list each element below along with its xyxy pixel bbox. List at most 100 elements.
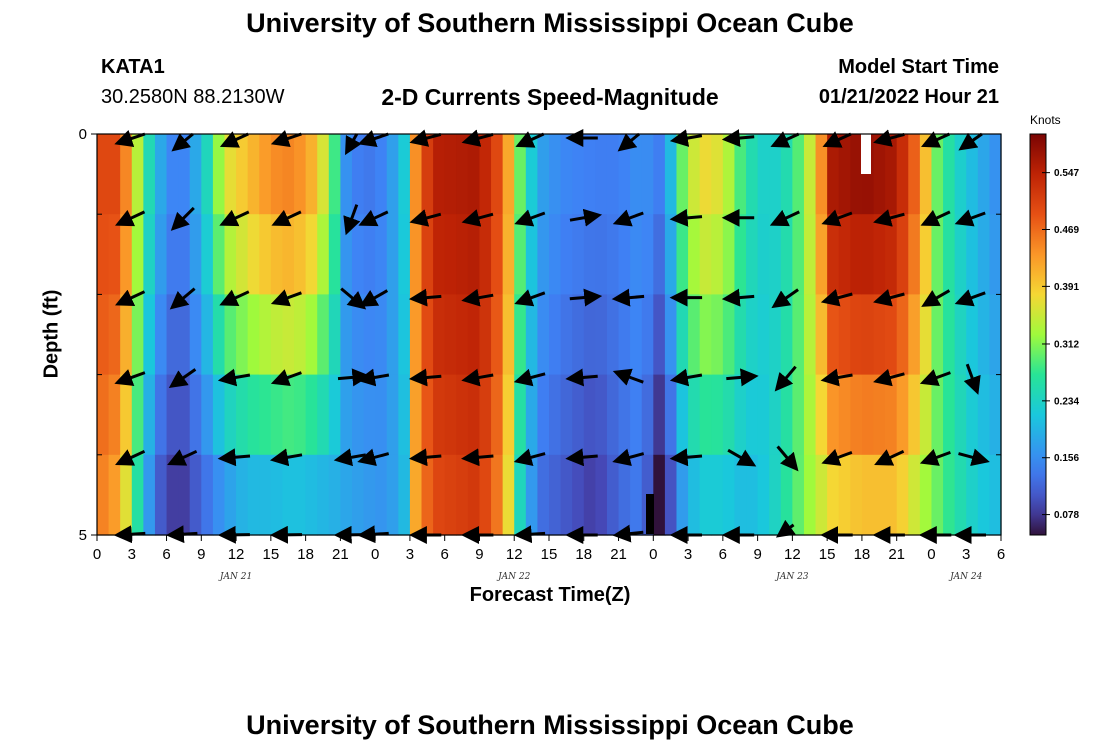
heatmap-cell <box>294 134 307 215</box>
heatmap-cell <box>467 134 481 215</box>
heatmap-cell <box>618 374 631 456</box>
current-vector-arrow <box>669 129 703 147</box>
x-tick-label: 12 <box>228 546 245 563</box>
heatmap-cell <box>769 454 782 536</box>
heatmap-cell <box>757 374 770 456</box>
x-tick-label: 0 <box>371 546 379 563</box>
current-vector-arrow <box>409 209 442 227</box>
heatmap-cell <box>827 374 840 456</box>
heatmap-cell <box>954 374 967 456</box>
y-tick-label: 0 <box>79 126 87 143</box>
heatmap-cell <box>630 134 643 215</box>
heatmap-cell <box>491 454 504 536</box>
heatmap-cell <box>815 214 828 295</box>
x-tick-label: 12 <box>784 546 801 563</box>
heatmap-cell <box>154 134 168 215</box>
heatmap-cell <box>977 454 991 536</box>
heatmap-cell <box>780 214 793 295</box>
heatmap-cell <box>861 214 875 295</box>
heatmap-cell <box>792 454 805 536</box>
heatmap-cell <box>282 134 295 215</box>
heatmap-cell <box>236 374 249 456</box>
current-vector-arrow <box>408 288 442 307</box>
heatmap-cell <box>653 294 666 376</box>
heatmap-cell <box>977 294 991 376</box>
heatmap-cell <box>224 294 237 376</box>
heatmap-cell <box>943 294 956 376</box>
heatmap-cell <box>409 454 423 536</box>
heatmap-cell <box>143 374 156 456</box>
heatmap-cell <box>328 134 341 215</box>
current-vector-arrow <box>727 448 757 467</box>
current-vector-arrow <box>115 449 146 466</box>
current-vector-arrow <box>270 289 302 307</box>
heatmap-cell <box>305 374 318 456</box>
heatmap-cell <box>780 454 793 536</box>
heatmap-cell <box>688 454 701 536</box>
heatmap-cell <box>120 214 133 295</box>
current-vector-arrow <box>963 363 981 395</box>
current-vector-arrow <box>514 209 546 227</box>
heatmap-cell <box>873 214 886 295</box>
heatmap-cell <box>467 454 481 536</box>
current-vector-arrow <box>167 449 198 466</box>
current-vector-arrow <box>774 365 797 392</box>
heatmap-cell <box>792 134 805 215</box>
current-vector-arrow <box>822 131 852 148</box>
heatmap-cell <box>491 214 504 295</box>
heatmap-cell <box>560 454 573 536</box>
heatmap-cell <box>803 374 817 456</box>
current-vector-arrow <box>514 289 546 307</box>
current-vector-arrow <box>217 448 251 467</box>
heatmap-cell <box>201 374 214 456</box>
heatmap-cell <box>444 454 457 536</box>
heatmap-cell <box>560 294 573 376</box>
current-vector-arrow <box>270 129 302 148</box>
heatmap-cell <box>433 214 446 295</box>
heatmap-cell <box>966 454 979 536</box>
heatmap-cell <box>270 214 284 295</box>
heatmap-cell <box>340 454 353 536</box>
current-vector-arrow <box>343 204 361 236</box>
heatmap-cell <box>606 134 620 215</box>
heatmap-cell <box>572 374 585 456</box>
heatmap-cell <box>850 374 863 456</box>
heatmap-cell <box>885 374 898 456</box>
heatmap-cell <box>896 214 909 295</box>
current-vector-arrow <box>171 132 194 152</box>
current-vector-arrow <box>771 288 799 309</box>
heatmap-cell <box>154 374 168 456</box>
heatmap-cell <box>931 134 944 215</box>
heatmap-cell <box>549 454 562 536</box>
heatmap-cell <box>792 214 805 295</box>
heatmap-cell <box>421 454 434 536</box>
colorbar-tick-label: 0.547 <box>1054 168 1079 179</box>
x-tick-label: 6 <box>997 546 1005 563</box>
heatmap-cell <box>746 294 759 376</box>
heatmap-cell <box>537 374 550 456</box>
heatmap-cell <box>236 454 249 536</box>
current-vector-arrow <box>271 209 302 227</box>
heatmap-cell <box>734 454 747 536</box>
current-vector-arrow <box>345 133 362 156</box>
heatmap-cell <box>664 294 678 376</box>
heatmap-cell <box>433 374 446 456</box>
heatmap-cell <box>351 134 365 215</box>
x-tick-label: 6 <box>162 546 170 563</box>
heatmap-cell <box>734 214 747 295</box>
heatmap-cell <box>398 294 411 376</box>
heatmap-cell <box>966 294 979 376</box>
x-tick-label: 18 <box>854 546 871 563</box>
heatmap-cell <box>572 294 585 376</box>
heatmap-cell <box>97 374 110 456</box>
heatmap-cell <box>641 374 654 456</box>
heatmap-cell <box>340 374 353 456</box>
heatmap-cell <box>630 454 643 536</box>
current-vector-arrow <box>569 208 603 227</box>
heatmap-cell <box>931 214 944 295</box>
heatmap-cell <box>317 214 330 295</box>
heatmap-cell <box>108 454 121 536</box>
station-id: KATA1 <box>101 56 165 78</box>
heatmap-cell <box>120 134 133 215</box>
heatmap-cell <box>259 294 272 376</box>
